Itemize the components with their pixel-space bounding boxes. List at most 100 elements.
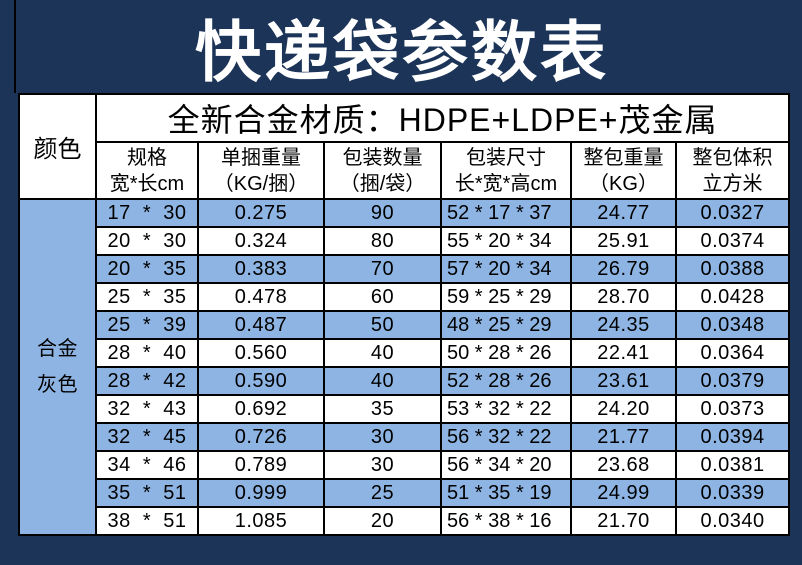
cell-total-volume: 0.0373 xyxy=(674,394,791,424)
column-header-line: 宽*长cm xyxy=(109,172,185,195)
cell-total-volume: 0.0340 xyxy=(674,506,791,536)
cell-pack-size: 57 * 20 * 34 xyxy=(440,254,572,284)
color-group-line: 合金 xyxy=(37,338,78,360)
cell-bundle-weight: 0.383 xyxy=(197,254,325,284)
cell-spec: 35 * 51 xyxy=(95,478,199,508)
cell-total-weight: 24.77 xyxy=(570,198,677,228)
column-header-line: 单捆重量 xyxy=(221,146,301,169)
column-header-line: （KG/捆） xyxy=(213,172,309,195)
color-group-cell: 合金 灰色 xyxy=(18,198,97,536)
cell-pack-size: 56 * 32 * 22 xyxy=(440,422,572,452)
cell-pack-size: 56 * 38 * 16 xyxy=(440,506,572,536)
column-header-line: 立方米 xyxy=(702,172,763,195)
column-header-line: 规格 xyxy=(127,146,167,169)
color-header-cell: 颜色 xyxy=(18,93,97,200)
cell-total-weight: 21.77 xyxy=(570,422,677,452)
table-row: 合金 灰色 17 * 30 0.275 90 52 * 17 * 37 24.77 0.032… xyxy=(18,198,791,536)
table-row: 20 * 30 0.324 80 55 * 20 * 34 25.91 0.0374 xyxy=(19,226,791,256)
cell-pack-size: 53 * 32 * 22 xyxy=(440,394,572,424)
cell-bundle-weight: 0.324 xyxy=(197,226,325,256)
column-header-row: 规格 宽*长cm 单捆重量 （KG/捆） 包装数量 （捆/袋） 包装尺寸 长*宽… xyxy=(19,141,791,200)
cell-bundle-weight: 0.692 xyxy=(197,394,325,424)
cell-pack-size: 56 * 34 * 20 xyxy=(440,450,572,480)
table-row: 32 * 43 0.692 35 53 * 32 * 22 24.20 0.0373 xyxy=(19,394,791,424)
column-header-total-volume: 整包体积 立方米 xyxy=(674,141,791,200)
cell-pack-qty: 30 xyxy=(323,422,442,452)
cell-bundle-weight: 0.478 xyxy=(197,282,325,312)
spec-table-head-section: 颜色 全新合金材质：HDPE+LDPE+茂金属 规格 宽*长cm 单捆重量 （K… xyxy=(18,93,791,200)
cell-pack-qty: 70 xyxy=(323,254,442,284)
spec-table-body: 合金 灰色 17 * 30 0.275 90 52 * 17 * 37 24.77 0.032… xyxy=(18,198,791,536)
cell-spec: 34 * 46 xyxy=(95,450,199,480)
cell-bundle-weight: 0.560 xyxy=(197,338,325,368)
cell-spec: 28 * 42 xyxy=(95,366,199,396)
cell-total-volume: 0.0327 xyxy=(674,198,791,228)
cell-spec: 17 * 30 xyxy=(95,198,199,228)
cell-spec: 20 * 30 xyxy=(95,226,199,256)
cell-bundle-weight: 0.726 xyxy=(197,422,325,452)
cell-spec: 25 * 35 xyxy=(95,282,199,312)
cell-bundle-weight: 0.275 xyxy=(197,198,325,228)
table-row: 20 * 35 0.383 70 57 * 20 * 34 26.79 0.0388 xyxy=(19,254,791,284)
cell-total-weight: 23.61 xyxy=(570,366,677,396)
material-row: 颜色 全新合金材质：HDPE+LDPE+茂金属 xyxy=(18,93,791,200)
column-header-total-weight: 整包重量 （KG） xyxy=(570,141,677,200)
cell-total-volume: 0.0381 xyxy=(674,450,791,480)
column-header-pack-qty: 包装数量 （捆/袋） xyxy=(323,141,442,200)
column-header-line: 长*宽*高cm xyxy=(454,172,558,195)
table-row: 25 * 39 0.487 50 48 * 25 * 29 24.35 0.0348 xyxy=(19,310,791,340)
cell-spec: 25 * 39 xyxy=(95,310,199,340)
table-row: 28 * 42 0.590 40 52 * 28 * 26 23.61 0.0379 xyxy=(19,366,791,396)
cell-total-volume: 0.0348 xyxy=(674,310,791,340)
column-header-line: （捆/袋） xyxy=(339,172,426,195)
cell-pack-size: 52 * 17 * 37 xyxy=(440,198,572,228)
column-header-pack-size: 包装尺寸 长*宽*高cm xyxy=(440,141,572,200)
cell-total-weight: 26.79 xyxy=(570,254,677,284)
cell-bundle-weight: 0.789 xyxy=(197,450,325,480)
cell-total-weight: 22.41 xyxy=(570,338,677,368)
cell-total-weight: 23.68 xyxy=(570,450,677,480)
cell-pack-qty: 60 xyxy=(323,282,442,312)
cell-pack-size: 50 * 28 * 26 xyxy=(440,338,572,368)
cell-spec: 32 * 45 xyxy=(95,422,199,452)
material-header-cell: 全新合金材质：HDPE+LDPE+茂金属 xyxy=(94,93,791,143)
column-header-bundle-weight: 单捆重量 （KG/捆） xyxy=(197,141,325,200)
cell-spec: 38 * 51 xyxy=(95,506,199,536)
column-header-spec: 规格 宽*长cm xyxy=(95,141,199,200)
table-row: 38 * 51 1.085 20 56 * 38 * 16 21.70 0.0340 xyxy=(19,506,791,536)
cell-spec: 28 * 40 xyxy=(95,338,199,368)
cell-pack-qty: 40 xyxy=(323,366,442,396)
cell-total-weight: 21.70 xyxy=(570,506,677,536)
cell-spec: 20 * 35 xyxy=(95,254,199,284)
cell-pack-qty: 80 xyxy=(323,226,442,256)
cell-bundle-weight: 0.590 xyxy=(197,366,325,396)
cell-total-volume: 0.0394 xyxy=(674,422,791,452)
cell-pack-qty: 25 xyxy=(323,478,442,508)
cell-total-weight: 24.35 xyxy=(570,310,677,340)
table-row: 34 * 46 0.789 30 56 * 34 * 20 23.68 0.0381 xyxy=(19,450,791,480)
column-header-line: 整包体积 xyxy=(692,146,773,169)
table-row: 35 * 51 0.999 25 51 * 35 * 19 24.99 0.0339 xyxy=(19,478,791,508)
cell-total-weight: 28.70 xyxy=(570,282,677,312)
cell-pack-qty: 90 xyxy=(323,198,442,228)
cell-pack-qty: 35 xyxy=(323,394,442,424)
cell-total-weight: 24.99 xyxy=(570,478,677,508)
cell-bundle-weight: 1.085 xyxy=(197,506,325,536)
column-header-line: 包装尺寸 xyxy=(466,146,546,169)
cell-total-weight: 24.20 xyxy=(570,394,677,424)
cell-total-volume: 0.0364 xyxy=(674,338,791,368)
table-row: 28 * 40 0.560 40 50 * 28 * 26 22.41 0.0364 xyxy=(19,338,791,368)
spec-table: 颜色 全新合金材质：HDPE+LDPE+茂金属 规格 宽*长cm 单捆重量 （K… xyxy=(18,93,791,536)
cell-total-volume: 0.0428 xyxy=(674,282,791,312)
cell-total-volume: 0.0388 xyxy=(674,254,791,284)
cell-pack-qty: 50 xyxy=(323,310,442,340)
page-title: 快递袋参数表 xyxy=(14,0,788,93)
table-row: 32 * 45 0.726 30 56 * 32 * 22 21.77 0.0394 xyxy=(19,422,791,452)
column-header-line: 整包重量 xyxy=(583,146,664,169)
cell-pack-size: 59 * 25 * 29 xyxy=(440,282,572,312)
cell-pack-size: 48 * 25 * 29 xyxy=(440,310,572,340)
cell-pack-size: 52 * 28 * 26 xyxy=(440,366,572,396)
cell-pack-qty: 40 xyxy=(323,338,442,368)
cell-total-weight: 25.91 xyxy=(570,226,677,256)
